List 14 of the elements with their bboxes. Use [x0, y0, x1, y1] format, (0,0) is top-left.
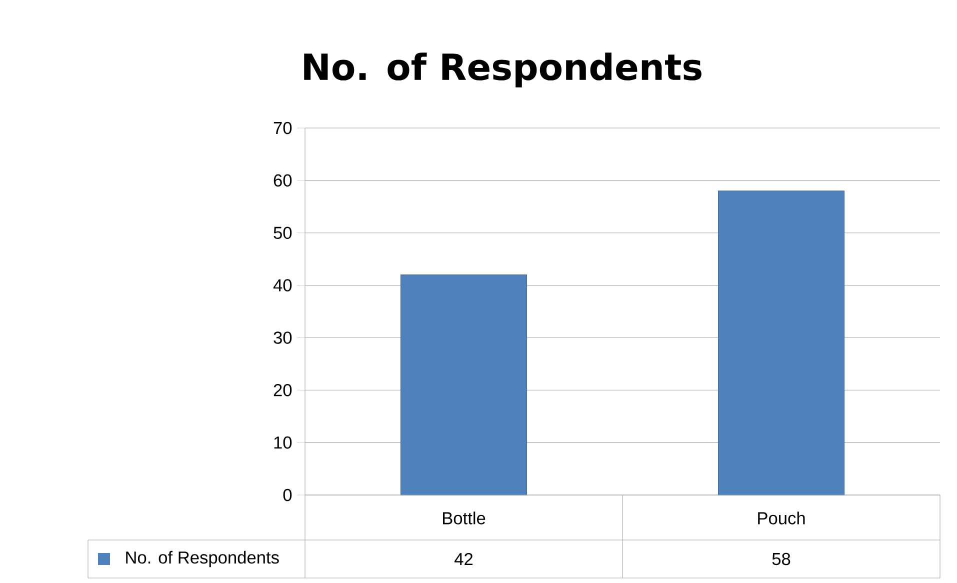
- data-label: 58: [772, 552, 790, 566]
- y-tick-label: 0: [283, 488, 292, 502]
- y-tick-label: 70: [274, 122, 292, 134]
- y-tick-label: 60: [274, 174, 292, 187]
- x-tick-label: Bottle: [443, 512, 486, 524]
- legend-label: No. of Respondents: [126, 550, 279, 568]
- y-tick-label: 30: [274, 332, 292, 344]
- chart-title: No. of Respondents: [304, 52, 702, 88]
- y-tick-label: 40: [273, 279, 292, 292]
- y-tick-label: 20: [274, 384, 292, 396]
- y-tick-label: 50: [274, 226, 292, 239]
- y-tick-label: 10: [274, 436, 292, 449]
- x-tick-label: Pouch: [758, 512, 805, 524]
- data-label: 42: [454, 552, 473, 566]
